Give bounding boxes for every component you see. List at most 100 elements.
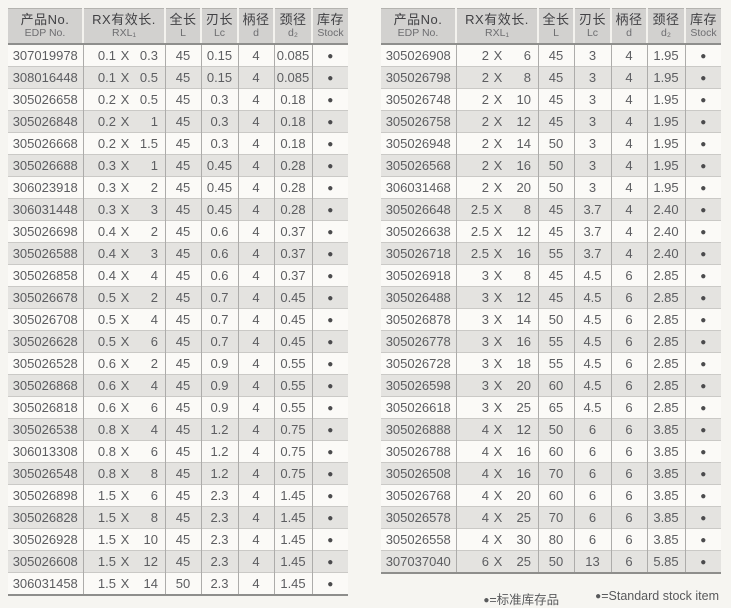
rxl-length: 10	[516, 92, 531, 107]
edp-cell: 305026638	[381, 220, 456, 243]
neck-dia-cell: 0.18	[273, 110, 312, 133]
rxl-x-symbol: X	[120, 444, 130, 459]
shank-dia-cell: 4	[237, 330, 274, 353]
overall-length-cell: 70	[537, 506, 574, 529]
stock-dot-icon: ●	[483, 595, 490, 606]
table-row: 306031448 0.3 X 3 45 0.45 4 0.28 ●	[8, 198, 348, 221]
rxl-length: 4	[150, 378, 158, 393]
rxl-x-symbol: X	[493, 400, 503, 415]
column-header-cn: 全长	[542, 12, 570, 27]
stock-dot-icon: ●	[595, 591, 602, 602]
neck-dia-cell: 3.85	[646, 506, 685, 529]
rxl-x-symbol: X	[120, 510, 130, 525]
stock-cell: ●	[311, 352, 348, 375]
table-row: 305026568 2 X 16 50 3 4 1.95 ●	[381, 154, 721, 177]
table-row: 305026748 2 X 10 45 3 4 1.95 ●	[381, 88, 721, 111]
column-header-sub: RXL₁	[112, 27, 136, 39]
rxl-x-symbol: X	[493, 202, 503, 217]
neck-dia-cell: 1.95	[646, 132, 685, 155]
edp-cell: 305026508	[381, 462, 456, 485]
table-row: 305026578 4 X 25 70 6 6 3.85 ●	[381, 506, 721, 529]
stock-cell: ●	[684, 88, 721, 111]
stock-dot-icon: ●	[327, 557, 334, 568]
column-header-cn: 颈径	[652, 12, 680, 27]
rxl-cell: 4 X 16	[455, 440, 538, 463]
neck-dia-cell: 0.75	[273, 462, 312, 485]
table-row: 305026588 0.4 X 3 45 0.6 4 0.37 ●	[8, 242, 348, 265]
rxl-x-symbol: X	[493, 488, 503, 503]
rxl-length: 2	[150, 180, 158, 195]
table-header: 产品No. EDP No. RX有效长. RXL₁ 全长 L 刃长 Lc 柄径 d 颈径 d₂ 库存 St…	[381, 8, 721, 45]
shank-dia-cell: 6	[610, 264, 647, 287]
neck-dia-cell: 2.85	[646, 330, 685, 353]
edp-cell: 305026748	[381, 88, 456, 111]
overall-length-cell: 45	[164, 462, 201, 485]
stock-dot-icon: ●	[327, 139, 334, 150]
rxl-diameter: 0.2	[97, 92, 116, 107]
stock-cell: ●	[311, 110, 348, 133]
table-row: 305026608 1.5 X 12 45 2.3 4 1.45 ●	[8, 550, 348, 573]
neck-dia-cell: 0.18	[273, 88, 312, 111]
stock-cell: ●	[684, 374, 721, 397]
stock-cell: ●	[684, 264, 721, 287]
edp-cell: 305026708	[8, 308, 83, 331]
rxl-length: 25	[516, 554, 531, 569]
shank-dia-cell: 4	[237, 154, 274, 177]
neck-dia-cell: 1.95	[646, 154, 685, 177]
rxl-length: 4	[150, 422, 158, 437]
flute-length-cell: 0.15	[200, 44, 238, 67]
rxl-x-symbol: X	[493, 444, 503, 459]
rxl-length: 0.3	[139, 48, 158, 63]
rxl-diameter: 3	[481, 356, 489, 371]
rxl-x-symbol: X	[120, 70, 130, 85]
neck-dia-cell: 0.45	[273, 330, 312, 353]
neck-dia-cell: 2.40	[646, 220, 685, 243]
rxl-cell: 0.6 X 2	[82, 352, 165, 375]
stock-cell: ●	[311, 440, 348, 463]
table-row: 305026638 2.5 X 12 45 3.7 4 2.40 ●	[381, 220, 721, 243]
flute-length-cell: 4.5	[573, 308, 611, 331]
column-header-cn: 产品No.	[393, 12, 443, 27]
rxl-length: 12	[516, 422, 531, 437]
spec-table-left: 产品No. EDP No. RX有效长. RXL₁ 全长 L 刃长 Lc 柄径 d 颈径 d₂ 库存 St…	[8, 8, 348, 596]
rxl-length: 3	[150, 202, 158, 217]
shank-dia-cell: 4	[237, 396, 274, 419]
rxl-diameter: 2.5	[470, 202, 489, 217]
neck-dia-cell: 2.85	[646, 264, 685, 287]
rxl-diameter: 1.5	[97, 554, 116, 569]
column-header-0: 产品No. EDP No.	[381, 8, 456, 45]
edp-cell: 305026538	[8, 418, 83, 441]
rxl-cell: 0.4 X 2	[82, 220, 165, 243]
edp-cell: 305026948	[381, 132, 456, 155]
rxl-x-symbol: X	[493, 312, 503, 327]
flute-length-cell: 6	[573, 462, 611, 485]
overall-length-cell: 60	[537, 484, 574, 507]
edp-cell: 305026688	[8, 154, 83, 177]
rxl-length: 14	[143, 576, 158, 591]
table-row: 305026698 0.4 X 2 45 0.6 4 0.37 ●	[8, 220, 348, 243]
overall-length-cell: 45	[537, 264, 574, 287]
stock-cell: ●	[311, 286, 348, 309]
stock-cell: ●	[311, 330, 348, 353]
rxl-diameter: 2	[481, 70, 489, 85]
rxl-cell: 0.8 X 4	[82, 418, 165, 441]
overall-length-cell: 55	[537, 330, 574, 353]
edp-cell: 305026788	[381, 440, 456, 463]
rxl-x-symbol: X	[493, 158, 503, 173]
column-header-sub: d	[626, 27, 632, 39]
rxl-x-symbol: X	[493, 70, 503, 85]
stock-cell: ●	[311, 374, 348, 397]
stock-cell: ●	[311, 418, 348, 441]
rxl-cell: 0.5 X 6	[82, 330, 165, 353]
rxl-length: 12	[516, 224, 531, 239]
rxl-diameter: 0.8	[97, 466, 116, 481]
rxl-cell: 2.5 X 8	[455, 198, 538, 221]
stock-cell: ●	[684, 330, 721, 353]
flute-length-cell: 1.2	[200, 462, 238, 485]
neck-dia-cell: 2.40	[646, 198, 685, 221]
overall-length-cell: 45	[164, 418, 201, 441]
rxl-length: 0.5	[139, 92, 158, 107]
neck-dia-cell: 0.085	[273, 44, 312, 67]
edp-cell: 305026608	[8, 550, 83, 573]
